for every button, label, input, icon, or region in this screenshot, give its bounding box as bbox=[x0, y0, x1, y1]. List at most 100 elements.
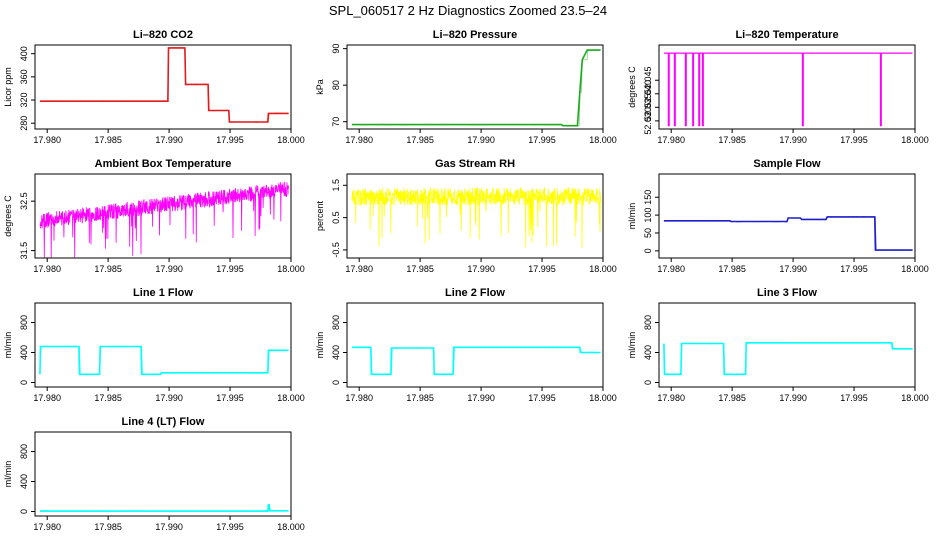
plot-frame bbox=[346, 302, 604, 388]
panel-ambient: Ambient Box Temperature degrees C 17.980 17… bbox=[3, 158, 305, 274]
x-tick-label: 18.000 bbox=[589, 393, 617, 403]
x-tick-label: 17.990 bbox=[155, 522, 183, 532]
series-line bbox=[39, 47, 289, 123]
y-tick-label: 50 bbox=[643, 228, 653, 238]
x-tick-label: 17.995 bbox=[216, 522, 244, 532]
x-tick-label: 17.985 bbox=[718, 393, 746, 403]
x-tick-label: 18.000 bbox=[277, 264, 305, 274]
panel-rh: Gas Stream RH percent 17.980 17.985 17.990 17… bbox=[315, 158, 617, 274]
y-tick-label: 800 bbox=[19, 315, 29, 330]
y-tick-label: -0.5 bbox=[331, 242, 341, 258]
x-tick-label: 17.985 bbox=[94, 393, 122, 403]
y-tick-label: 400 bbox=[331, 345, 341, 360]
y-tick-label: 70 bbox=[331, 117, 341, 127]
panel-title: Line 2 Flow bbox=[445, 287, 505, 299]
x-tick-label: 17.995 bbox=[528, 393, 556, 403]
y-axis-label: degrees C bbox=[627, 66, 637, 108]
y-tick-label: 52.035 bbox=[643, 94, 653, 122]
y-tick-label: 360 bbox=[19, 69, 29, 84]
panel-line1: Line 1 Flow ml/min 17.980 17.985 17.990 17.99… bbox=[3, 287, 305, 403]
series-line bbox=[39, 345, 289, 376]
plot-frame bbox=[346, 173, 604, 259]
plot-frame bbox=[346, 44, 604, 130]
y-tick-label: 0.5 bbox=[331, 211, 341, 224]
data-series bbox=[663, 341, 913, 376]
x-tick-label: 17.995 bbox=[840, 393, 868, 403]
y-tick-label: 150 bbox=[643, 190, 653, 205]
y-tick-label: 80 bbox=[331, 80, 341, 90]
y-tick-label: 52.045 bbox=[643, 66, 653, 94]
series-line bbox=[39, 181, 289, 258]
x-tick-label: 17.995 bbox=[216, 393, 244, 403]
y-tick-label: 0 bbox=[643, 248, 653, 253]
series-noise bbox=[351, 346, 601, 376]
y-axis-label: kPa bbox=[315, 79, 325, 95]
x-tick-label: 17.980 bbox=[33, 522, 61, 532]
series-line bbox=[351, 49, 601, 127]
x-tick-label: 17.990 bbox=[155, 135, 183, 145]
data-series bbox=[39, 345, 289, 376]
data-series bbox=[351, 346, 601, 376]
y-tick-label: 800 bbox=[643, 315, 653, 330]
x-tick-label: 17.980 bbox=[345, 393, 373, 403]
series-line bbox=[351, 346, 601, 376]
y-tick-label: 800 bbox=[19, 444, 29, 459]
y-axis-label: percent bbox=[315, 200, 325, 231]
y-tick-label: 0 bbox=[331, 380, 341, 385]
panel-title: Line 3 Flow bbox=[757, 287, 817, 299]
y-axis-label: ml/min bbox=[315, 332, 325, 359]
x-tick-label: 17.980 bbox=[657, 135, 685, 145]
x-tick-label: 17.995 bbox=[528, 135, 556, 145]
plot-frame bbox=[34, 302, 292, 388]
panel-title: Line 4 (LT) Flow bbox=[122, 416, 205, 428]
series-noise bbox=[39, 345, 289, 376]
y-tick-label: 280 bbox=[19, 116, 29, 131]
x-tick-label: 17.990 bbox=[467, 135, 495, 145]
x-tick-label: 17.985 bbox=[94, 264, 122, 274]
data-series bbox=[351, 49, 601, 127]
y-tick-label: 1.5 bbox=[331, 179, 341, 192]
y-axis-label: ml/min bbox=[627, 203, 637, 230]
panel-title: Gas Stream RH bbox=[435, 158, 515, 170]
y-tick-label: 400 bbox=[19, 474, 29, 489]
data-series bbox=[39, 504, 289, 513]
y-axis-label: ml/min bbox=[3, 461, 13, 488]
panel-line2: Line 2 Flow ml/min 17.980 17.985 17.990 17.99… bbox=[315, 287, 617, 403]
data-series bbox=[351, 186, 601, 248]
x-tick-label: 17.985 bbox=[94, 135, 122, 145]
x-tick-label: 17.995 bbox=[216, 135, 244, 145]
x-tick-label: 17.995 bbox=[840, 264, 868, 274]
x-tick-label: 17.995 bbox=[216, 264, 244, 274]
x-tick-label: 17.990 bbox=[155, 264, 183, 274]
plot-frame bbox=[658, 302, 916, 388]
data-series bbox=[39, 181, 289, 258]
plot-frame bbox=[34, 431, 292, 517]
x-tick-label: 17.995 bbox=[840, 135, 868, 145]
plot-frame bbox=[658, 44, 916, 130]
plot-frame bbox=[34, 173, 292, 259]
series-noise bbox=[663, 341, 913, 376]
panel-title: Sample Flow bbox=[753, 158, 821, 170]
y-tick-label: 800 bbox=[331, 315, 341, 330]
x-tick-label: 17.985 bbox=[406, 393, 434, 403]
panel-title: Ambient Box Temperature bbox=[95, 158, 232, 170]
series-line bbox=[351, 186, 601, 248]
y-axis-label: ml/min bbox=[3, 332, 13, 359]
x-tick-label: 17.990 bbox=[779, 393, 807, 403]
x-tick-label: 17.980 bbox=[345, 264, 373, 274]
x-tick-label: 17.990 bbox=[779, 264, 807, 274]
y-tick-label: 100 bbox=[643, 208, 653, 223]
x-tick-label: 18.000 bbox=[277, 135, 305, 145]
x-tick-label: 18.000 bbox=[277, 522, 305, 532]
x-tick-label: 17.985 bbox=[406, 135, 434, 145]
x-tick-label: 18.000 bbox=[901, 264, 929, 274]
x-tick-label: 17.980 bbox=[33, 135, 61, 145]
panel-line4: Line 4 (LT) Flow ml/min 17.980 17.985 17.990… bbox=[3, 416, 305, 532]
x-tick-label: 17.980 bbox=[33, 264, 61, 274]
x-tick-label: 18.000 bbox=[589, 264, 617, 274]
panel-pressure: Li–820 Pressure kPa 17.980 17.985 17.990 17.9… bbox=[315, 29, 617, 145]
y-tick-label: 32.5 bbox=[19, 192, 29, 210]
series-noise bbox=[663, 215, 913, 251]
series-line bbox=[663, 342, 913, 376]
